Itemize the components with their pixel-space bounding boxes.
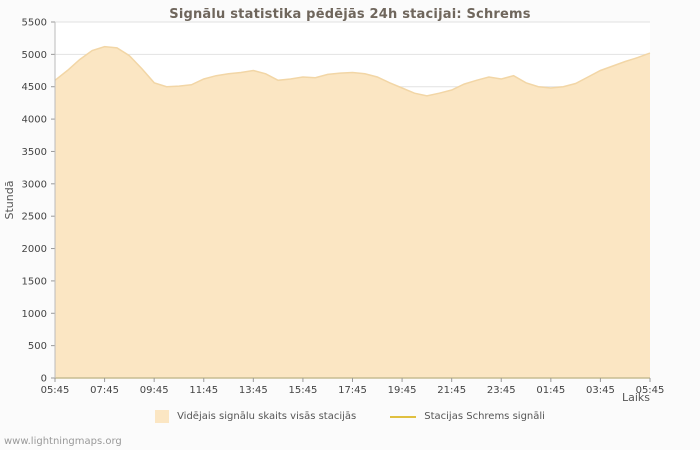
svg-text:11:45: 11:45 [189,385,218,396]
svg-text:01:45: 01:45 [536,385,565,396]
svg-text:2000: 2000 [22,244,47,255]
svg-text:19:45: 19:45 [388,385,417,396]
svg-text:4500: 4500 [22,82,47,93]
legend-area-label: Vidējais signālu skaits visās stacijās [177,411,357,422]
legend-line-label: Stacijas Schrems signāli [424,411,545,422]
svg-text:0: 0 [41,374,47,385]
x-axis-title: Laiks [621,391,650,404]
svg-text:2500: 2500 [22,212,47,223]
legend-item-station: Stacijas Schrems signāli [390,411,545,422]
svg-text:1500: 1500 [22,276,47,287]
svg-text:07:45: 07:45 [90,385,119,396]
svg-text:5500: 5500 [22,18,47,29]
svg-text:09:45: 09:45 [140,385,169,396]
svg-text:17:45: 17:45 [338,385,367,396]
legend-area-swatch [155,410,170,423]
svg-text:05:45: 05:45 [636,385,665,396]
legend: Vidējais signālu skaits visās stacijās S… [0,410,700,423]
svg-text:500: 500 [28,341,47,352]
chart-title: Signālu statistika pēdējās 24h stacijai:… [169,7,531,22]
svg-text:3000: 3000 [22,179,47,190]
svg-text:13:45: 13:45 [239,385,268,396]
svg-text:3500: 3500 [22,147,47,158]
svg-text:4000: 4000 [22,115,47,126]
svg-text:23:45: 23:45 [487,385,516,396]
svg-text:1000: 1000 [22,309,47,320]
watermark-link[interactable]: www.lightningmaps.org [4,436,122,447]
svg-text:05:45: 05:45 [41,385,70,396]
legend-item-average: Vidējais signālu skaits visās stacijās [155,410,356,423]
svg-text:5000: 5000 [22,50,47,61]
svg-text:21:45: 21:45 [437,385,466,396]
svg-text:15:45: 15:45 [289,385,318,396]
svg-text:03:45: 03:45 [586,385,615,396]
legend-line-swatch [390,415,417,418]
